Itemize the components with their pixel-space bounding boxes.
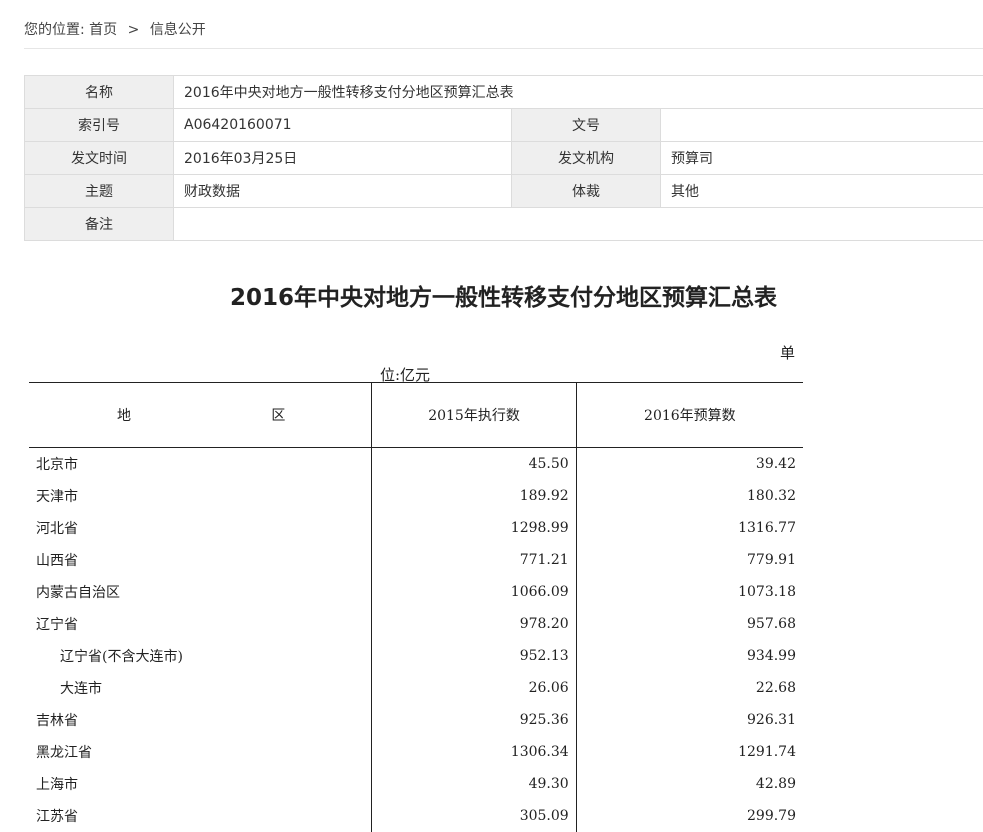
value-2015-cell: 978.20: [372, 608, 576, 640]
value-2015-cell: 189.92: [372, 480, 576, 512]
value-2016-cell: 1316.77: [576, 512, 803, 544]
value-2016-cell: 180.32: [576, 480, 803, 512]
meta-remark-label: 备注: [25, 208, 174, 241]
breadcrumb-separator: >: [128, 22, 140, 38]
header-2015-actual: 2015年执行数: [372, 383, 576, 448]
value-2016-cell: 42.89: [576, 768, 803, 800]
region-cell: 黑龙江省: [29, 736, 372, 768]
region-cell: 辽宁省(不含大连市): [29, 640, 372, 672]
region-cell: 辽宁省: [29, 608, 372, 640]
budget-table-header: 地 区 2015年执行数 2016年预算数: [29, 383, 803, 448]
value-2015-cell: 1298.99: [372, 512, 576, 544]
region-cell: 北京市: [29, 448, 372, 481]
value-2015-cell: 952.13: [372, 640, 576, 672]
meta-remark-value: [174, 208, 983, 241]
region-cell: 内蒙古自治区: [29, 576, 372, 608]
value-2015-cell: 1306.34: [372, 736, 576, 768]
region-cell: 上海市: [29, 768, 372, 800]
meta-row-index: 索引号 A06420160071 文号: [25, 109, 983, 142]
region-cell: 吉林省: [29, 704, 372, 736]
value-2016-cell: 39.42: [576, 448, 803, 481]
meta-date-value: 2016年03月25日: [174, 142, 512, 175]
meta-issuer-label: 发文机构: [512, 142, 661, 175]
meta-index-label: 索引号: [25, 109, 174, 142]
value-2016-cell: 22.68: [576, 672, 803, 704]
value-2015-cell: 1066.09: [372, 576, 576, 608]
unit-note-line1: 单: [780, 342, 795, 363]
region-cell: 大连市: [29, 672, 372, 704]
value-2015-cell: 925.36: [372, 704, 576, 736]
meta-row-date: 发文时间 2016年03月25日 发文机构 预算司: [25, 142, 983, 175]
breadcrumb: 您的位置: 首页 > 信息公开: [24, 19, 206, 39]
header-region-char-b: 区: [271, 405, 285, 425]
value-2016-cell: 957.68: [576, 608, 803, 640]
meta-docno-value: [661, 109, 983, 142]
meta-docno-label: 文号: [512, 109, 661, 142]
meta-row-remark: 备注: [25, 208, 983, 241]
meta-name-label: 名称: [25, 76, 174, 109]
document-title: 2016年中央对地方一般性转移支付分地区预算汇总表: [230, 278, 777, 312]
value-2016-cell: 934.99: [576, 640, 803, 672]
region-cell: 山西省: [29, 544, 372, 576]
header-region-char-a: 地: [117, 405, 131, 425]
header-region: 地 区: [29, 383, 372, 448]
meta-row-name: 名称 2016年中央对地方一般性转移支付分地区预算汇总表: [25, 76, 983, 109]
breadcrumb-prefix: 您的位置:: [24, 22, 85, 38]
meta-issuer-value: 预算司: [661, 142, 983, 175]
meta-name-value: 2016年中央对地方一般性转移支付分地区预算汇总表: [174, 76, 983, 109]
value-2015-cell: 45.50: [372, 448, 576, 481]
value-2016-cell: 926.31: [576, 704, 803, 736]
breadcrumb-home-link[interactable]: 首页: [89, 22, 117, 38]
breadcrumb-current-link[interactable]: 信息公开: [150, 22, 206, 38]
value-2016-cell: 779.91: [576, 544, 803, 576]
region-cell: 天津市: [29, 480, 372, 512]
region-cell: 江苏省: [29, 800, 372, 832]
meta-row-topic: 主题 财政数据 体裁 其他: [25, 175, 983, 208]
value-2015-cell: 771.21: [372, 544, 576, 576]
value-2016-cell: 1291.74: [576, 736, 803, 768]
document-meta-table: 名称 2016年中央对地方一般性转移支付分地区预算汇总表 索引号 A064201…: [24, 75, 983, 241]
value-2015-cell: 26.06: [372, 672, 576, 704]
value-2015-cell: 305.09: [372, 800, 576, 832]
value-2015-cell: 49.30: [372, 768, 576, 800]
breadcrumb-divider: [24, 48, 983, 49]
meta-date-label: 发文时间: [25, 142, 174, 175]
value-2016-cell: 299.79: [576, 800, 803, 832]
meta-genre-value: 其他: [661, 175, 983, 208]
value-2016-cell: 1073.18: [576, 576, 803, 608]
meta-index-value: A06420160071: [174, 109, 512, 142]
region-cell: 河北省: [29, 512, 372, 544]
meta-topic-value: 财政数据: [174, 175, 512, 208]
meta-genre-label: 体裁: [512, 175, 661, 208]
header-2016-budget: 2016年预算数: [576, 383, 803, 448]
meta-topic-label: 主题: [25, 175, 174, 208]
